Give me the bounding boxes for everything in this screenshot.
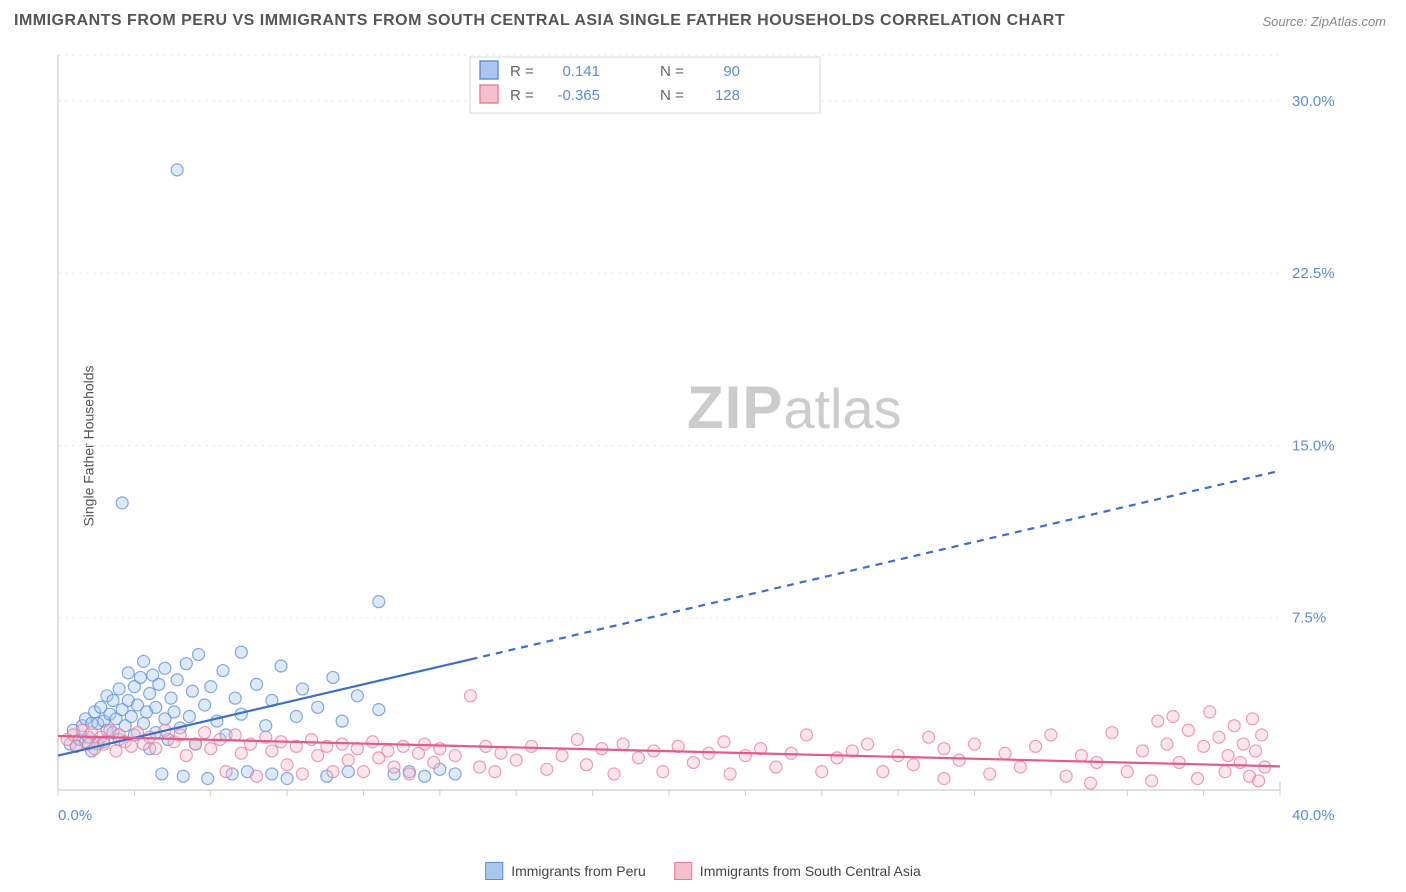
plot-area: 7.5% 15.0% 22.5% 30.0% 0.0% 40.0% ZIPatlas R = 0… bbox=[50, 45, 1350, 835]
svg-text:22.5%: 22.5% bbox=[1292, 265, 1335, 282]
svg-text:15.0%: 15.0% bbox=[1292, 437, 1335, 454]
legend-item-peru: Immigrants from Peru bbox=[485, 862, 646, 880]
svg-text:128: 128 bbox=[715, 87, 740, 104]
legend-label: Immigrants from Peru bbox=[511, 863, 646, 879]
svg-text:40.0%: 40.0% bbox=[1292, 807, 1335, 824]
svg-text:0.141: 0.141 bbox=[562, 63, 600, 80]
svg-text:30.0%: 30.0% bbox=[1292, 93, 1335, 110]
legend-swatch-icon bbox=[485, 862, 503, 880]
source-label: Source: ZipAtlas.com bbox=[1262, 14, 1386, 29]
svg-text:7.5%: 7.5% bbox=[1292, 610, 1326, 627]
legend-item-sca: Immigrants from South Central Asia bbox=[674, 862, 921, 880]
svg-text:0.0%: 0.0% bbox=[58, 807, 92, 824]
chart-title: IMMIGRANTS FROM PERU VS IMMIGRANTS FROM … bbox=[14, 12, 1065, 30]
scatter-chart-svg: 7.5% 15.0% 22.5% 30.0% 0.0% 40.0% ZIPatlas R = 0… bbox=[50, 45, 1350, 835]
svg-text:-0.365: -0.365 bbox=[557, 87, 600, 104]
chart-container: IMMIGRANTS FROM PERU VS IMMIGRANTS FROM … bbox=[0, 0, 1406, 892]
bottom-legend: Immigrants from Peru Immigrants from Sou… bbox=[485, 862, 921, 880]
svg-text:N =: N = bbox=[660, 87, 684, 104]
legend-swatch-icon bbox=[674, 862, 692, 880]
svg-text:R =: R = bbox=[510, 87, 534, 104]
svg-text:ZIPatlas: ZIPatlas bbox=[687, 374, 902, 441]
legend-label: Immigrants from South Central Asia bbox=[700, 863, 921, 879]
svg-text:N =: N = bbox=[660, 63, 684, 80]
svg-text:90: 90 bbox=[723, 63, 740, 80]
svg-text:R =: R = bbox=[510, 63, 534, 80]
